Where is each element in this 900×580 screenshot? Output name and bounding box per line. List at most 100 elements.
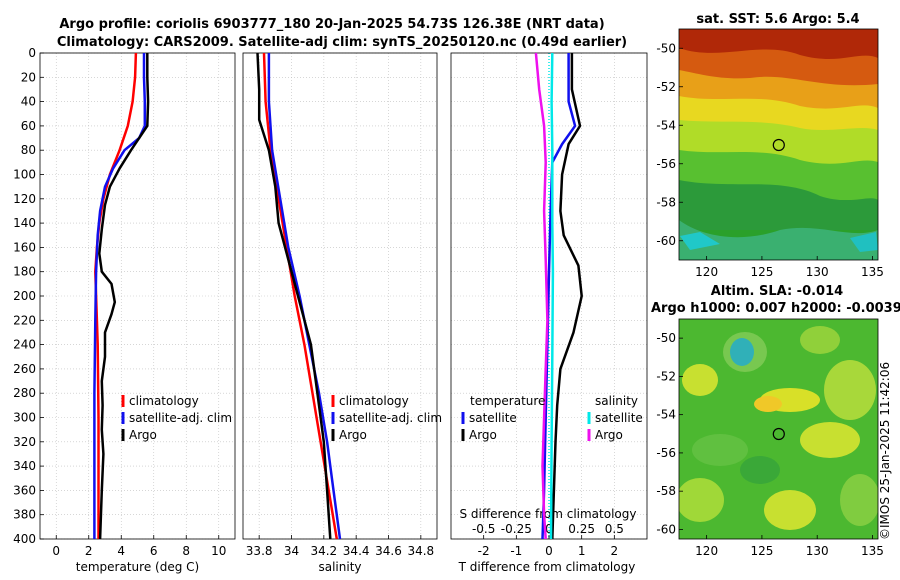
sst-argo-marker: [772, 138, 785, 152]
series-line-climatology: [262, 52, 339, 540]
x-tick-label: 34.6: [375, 544, 402, 558]
y-tick-label: 0: [28, 46, 36, 60]
legend-entry: Argo: [595, 428, 623, 442]
x-tick-label: 0: [52, 544, 60, 558]
x-tick-label: 0: [545, 544, 553, 558]
legend-entry: satellite-adj. clim: [129, 411, 232, 425]
map-x-tick-label: 125: [750, 265, 773, 279]
x-axis-label-top: S difference from climatology: [460, 507, 637, 521]
sst-map-title: sat. SST: 5.6 Argo: 5.4: [696, 12, 859, 27]
sla-map-title-line2: Argo h1000: 0.007 h2000: -0.0039: [651, 301, 900, 316]
y-tick-label: 200: [13, 289, 36, 303]
x-tick-label: 1: [578, 544, 586, 558]
y-tick-label: 260: [13, 362, 36, 376]
x-tick-label-top: 0: [545, 522, 553, 536]
y-tick-label: 140: [13, 216, 36, 230]
map-y-tick-label: -52: [656, 369, 676, 383]
y-tick-label: 280: [13, 386, 36, 400]
map-x-tick-label: 120: [695, 265, 718, 279]
map-y-tick-label: -56: [656, 157, 676, 171]
series-line-salinity-satellite: [549, 52, 555, 540]
map-y-tick-label: -54: [656, 118, 676, 132]
series-line-satellite-adj-clim: [267, 53, 342, 540]
x-axis-label: salinity: [318, 560, 361, 574]
series-line-salinity-argo: [534, 52, 549, 540]
x-tick-label: 4: [117, 544, 125, 558]
map-y-tick-label: -56: [656, 446, 676, 460]
sla-argo-marker: [772, 427, 785, 441]
sst-map: [679, 29, 878, 260]
y-tick-label: 300: [13, 411, 36, 425]
map-y-tick-label: -58: [656, 195, 676, 209]
map-y-tick-label: -60: [656, 234, 676, 248]
legend-entry: Argo: [339, 428, 367, 442]
map-x-tick-label: 130: [806, 544, 829, 558]
x-tick-label: 34.8: [407, 544, 434, 558]
legend-entry: Argo: [469, 428, 497, 442]
map-y-tick-label: -54: [656, 408, 676, 422]
temperature-panel: 0 2 4 6 8 10020406080100120140160180200220240…: [13, 46, 236, 574]
figure-title-line1: Argo profile: coriolis 6903777_180 20-Ja…: [59, 17, 604, 32]
sst-map-axes: 120 125 130 135 -50 -52 -54 -56 -58 -60: [656, 41, 884, 279]
legend-entry: climatology: [129, 394, 199, 408]
salinity-panel: 33.8 34 34.2 34.4 34.6 34.8 salinity climatolog…: [242, 52, 442, 574]
series-line-temperature-satellite: [541, 53, 577, 540]
legend-entry: satellite: [469, 411, 517, 425]
map-y-tick-label: -60: [656, 522, 676, 536]
y-tick-label: 320: [13, 435, 36, 449]
x-tick-label: 10: [211, 544, 226, 558]
series-line-satellite-adj-clim: [93, 53, 147, 539]
y-tick-label: 20: [21, 70, 36, 84]
legend-entry: climatology: [339, 394, 409, 408]
x-tick-label: 33.8: [246, 544, 273, 558]
y-tick-label: 360: [13, 483, 36, 497]
difference-panel: -2 -1 0 1 2 T difference from climatology S di…: [450, 52, 648, 574]
imos-credit: ©IMOS 25-Jan-2025 11:42:06: [878, 362, 892, 540]
sla-map-axes: 120 125 130 135 -50 -52 -54 -56 -58 -60: [656, 331, 884, 558]
sla-map: [679, 319, 878, 539]
x-tick-label-top: 0.5: [605, 522, 624, 536]
y-tick-label: 40: [21, 95, 36, 109]
x-tick-label: 2: [85, 544, 93, 558]
y-tick-label: 220: [13, 313, 36, 327]
y-tick-label: 60: [21, 119, 36, 133]
x-tick-label: -1: [510, 544, 522, 558]
x-tick-label: -2: [478, 544, 490, 558]
sla-map-title-line1: Altim. SLA: -0.014: [711, 284, 843, 299]
x-tick-label: 34.2: [310, 544, 337, 558]
map-x-tick-label: 125: [750, 544, 773, 558]
legend-heading: salinity: [595, 394, 638, 408]
map-y-tick-label: -58: [656, 484, 676, 498]
x-tick-label: 6: [150, 544, 158, 558]
x-tick-label: 34.4: [343, 544, 370, 558]
x-tick-label: 8: [182, 544, 190, 558]
series-line-argo: [256, 52, 332, 540]
map-y-tick-label: -52: [656, 80, 676, 94]
x-tick-label-top: -0.5: [472, 522, 495, 536]
y-tick-label: 160: [13, 240, 36, 254]
legend-heading: temperature: [470, 394, 545, 408]
map-x-tick-label: 130: [806, 265, 829, 279]
map-x-tick-label: 135: [861, 265, 884, 279]
legend-entry: satellite-adj. clim: [339, 411, 442, 425]
series-line-argo: [98, 53, 150, 540]
y-tick-label: 400: [13, 532, 36, 546]
legend-entry: Argo: [129, 428, 157, 442]
x-tick-label: 34: [284, 544, 299, 558]
x-tick-label: 2: [611, 544, 619, 558]
map-x-tick-label: 135: [861, 544, 884, 558]
figure-title-line2: Climatology: CARS2009. Satellite-adj cli…: [57, 35, 627, 50]
y-tick-label: 80: [21, 143, 36, 157]
x-tick-label-top: -0.25: [501, 522, 532, 536]
y-tick-label: 380: [13, 508, 36, 522]
x-axis-label: temperature (deg C): [76, 560, 199, 574]
map-y-tick-label: -50: [656, 331, 676, 345]
x-axis-label: T difference from climatology: [458, 560, 636, 574]
x-tick-label-top: 0.25: [568, 522, 595, 536]
y-tick-label: 340: [13, 459, 36, 473]
map-x-tick-label: 120: [695, 544, 718, 558]
y-tick-label: 120: [13, 192, 36, 206]
series-line-temperature-argo: [551, 53, 583, 540]
y-tick-label: 240: [13, 338, 36, 352]
